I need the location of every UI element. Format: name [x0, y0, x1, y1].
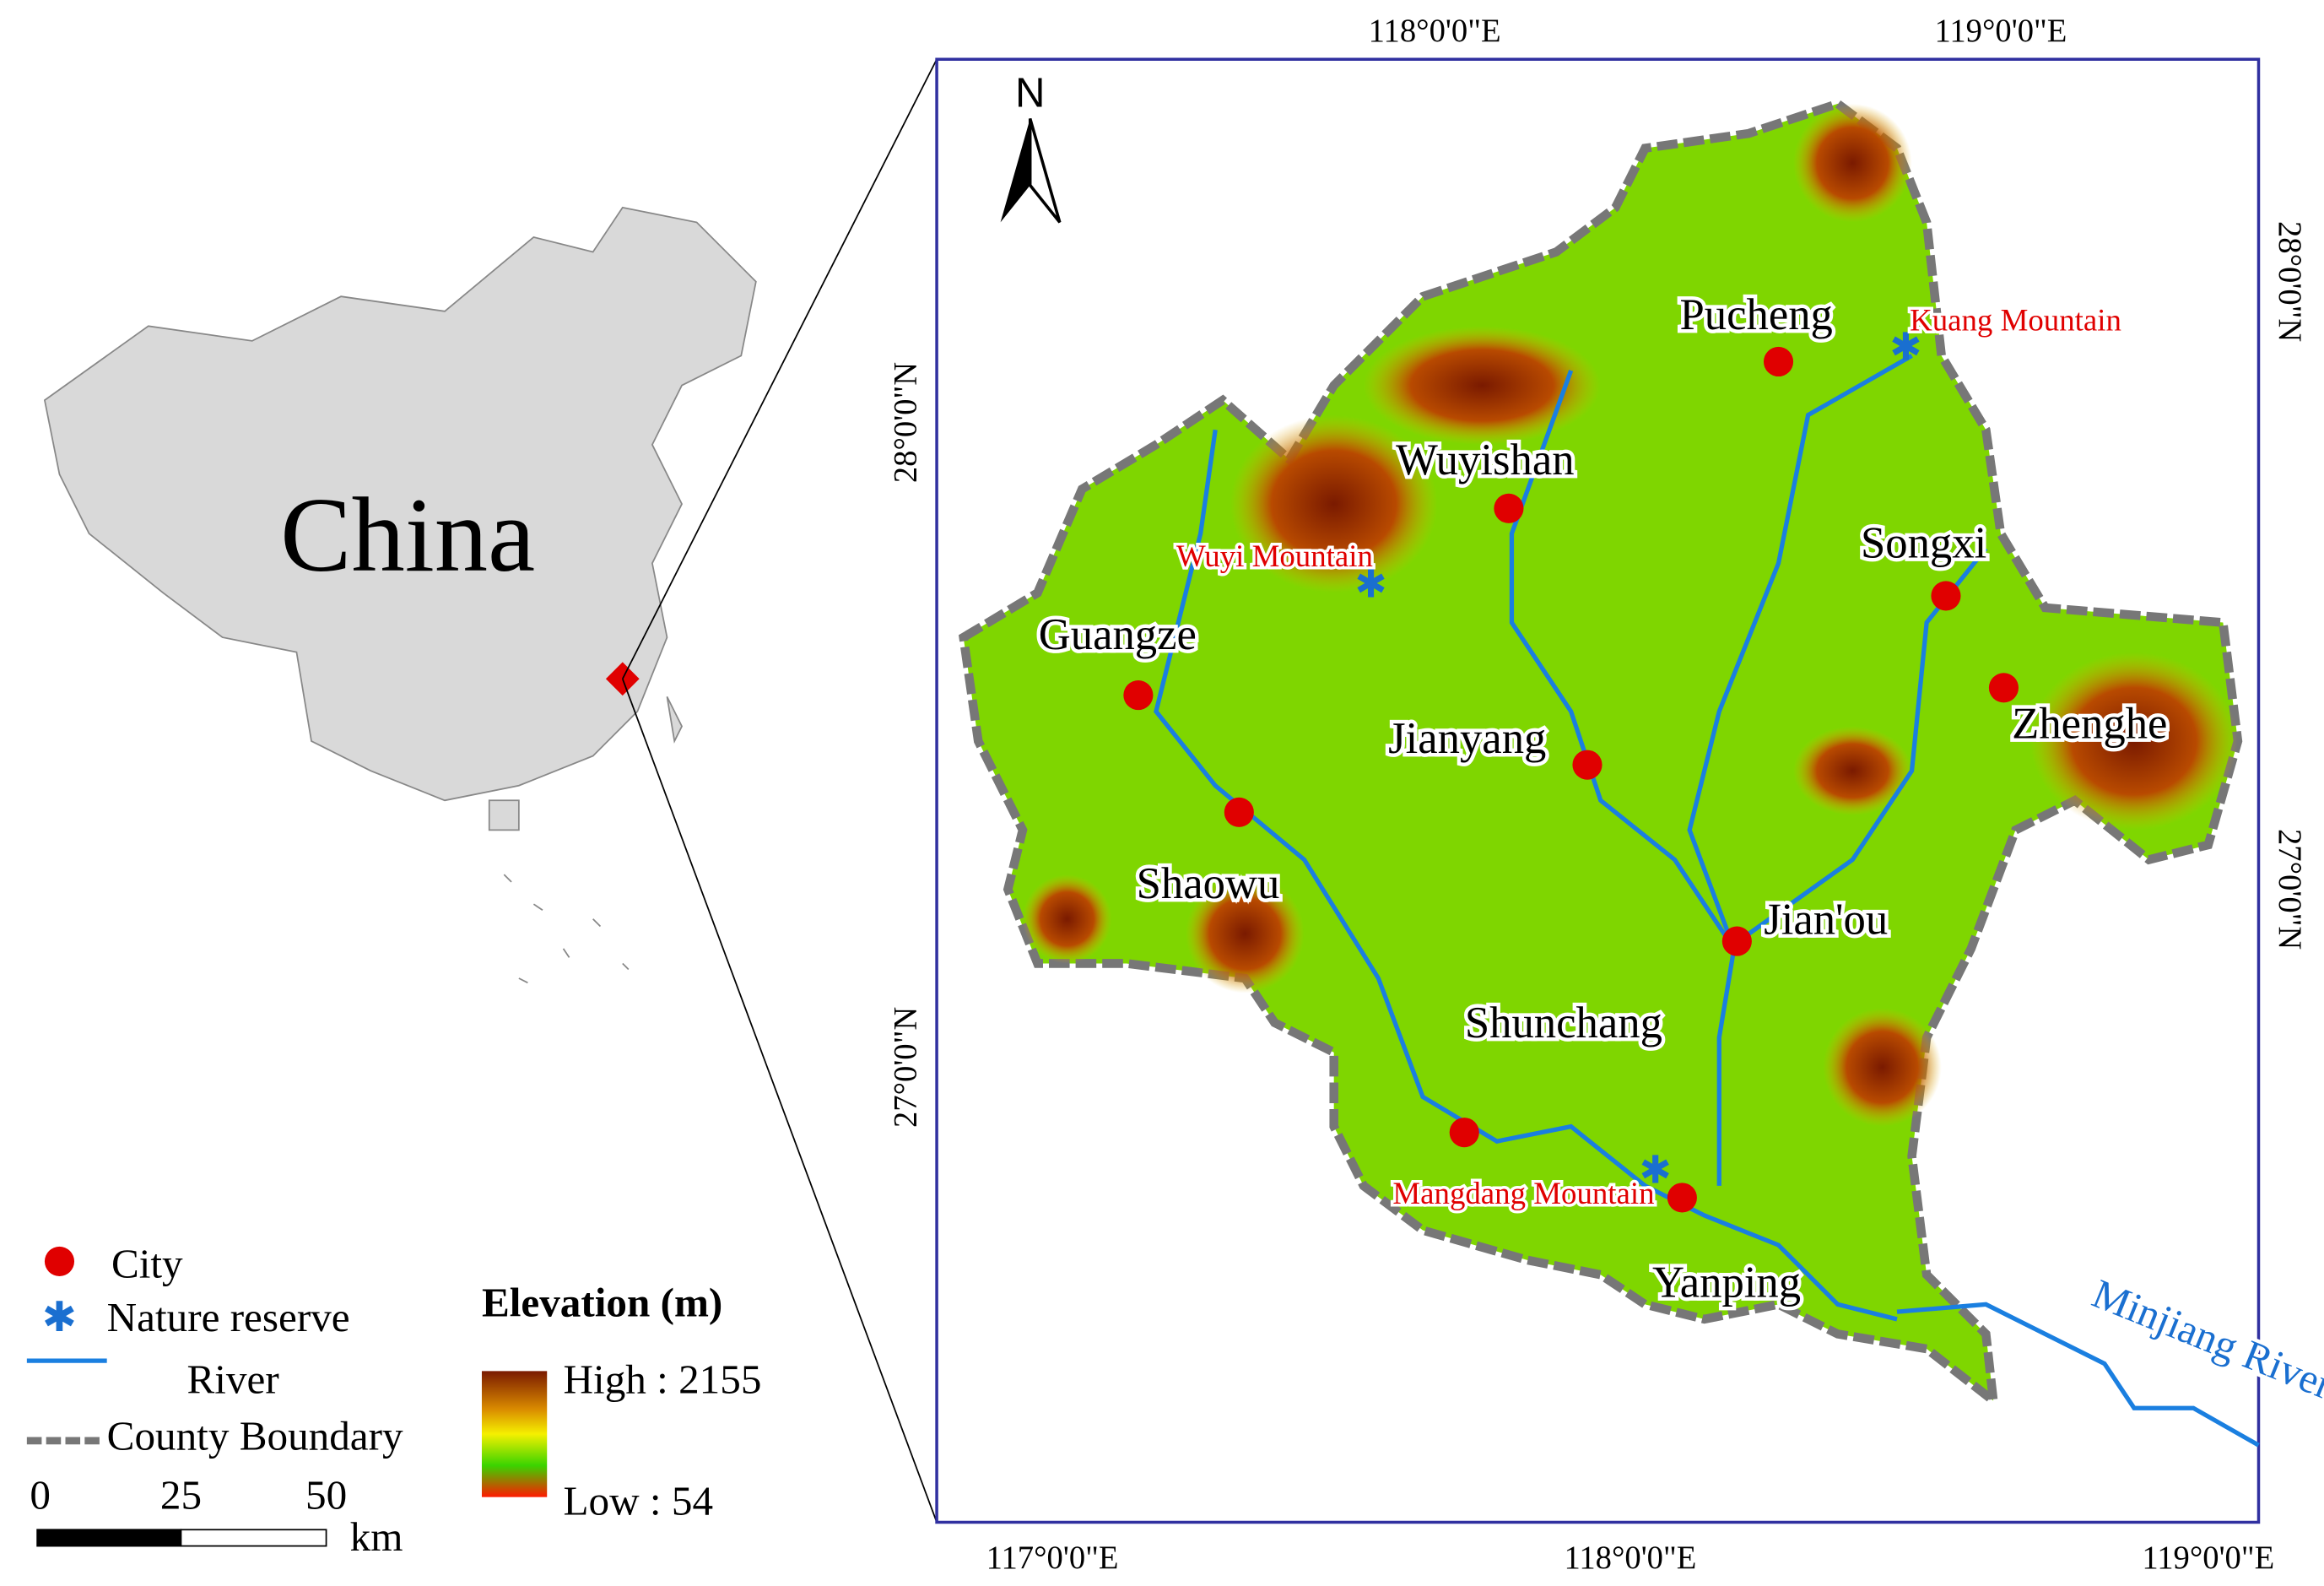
- city-dot: [1721, 926, 1752, 956]
- city-label: Yanping: [1652, 1259, 1801, 1307]
- city-label: Jian'ou: [1764, 895, 1888, 944]
- elevation-low: Low : 54: [564, 1478, 714, 1524]
- legend-item: County Boundary: [107, 1412, 403, 1459]
- city-dot: [1494, 493, 1524, 523]
- river-line: [1687, 354, 1913, 950]
- study-area-marker: [605, 662, 640, 696]
- mountain: [1363, 326, 1601, 445]
- city-dot: [1224, 797, 1254, 827]
- legend-item: Nature reserve: [107, 1294, 350, 1340]
- study-region: [958, 99, 2243, 1411]
- city-dot: [1123, 680, 1154, 711]
- lon-label: 119°0'0"E: [1934, 14, 2067, 49]
- hainan: [488, 799, 520, 831]
- city-label: Wuyishan: [1396, 436, 1574, 484]
- city-dot: [1449, 1118, 1479, 1148]
- river-line: [1509, 370, 1737, 1186]
- city-dot: [1988, 673, 2019, 703]
- lon-label: 119°0'0"E: [2142, 1540, 2274, 1576]
- lat-label: 27°0'0"N: [888, 1007, 923, 1128]
- mountain: [1186, 874, 1305, 993]
- legend: City ✱ Nature reserve River County Bound…: [26, 1241, 762, 1524]
- reserve-symbol: ✱: [1889, 326, 1921, 369]
- mountain: [1793, 103, 1912, 223]
- elevation-ramp: [481, 1371, 548, 1497]
- reserve-label: Mangdang Mountain: [1392, 1176, 1654, 1210]
- scale-tick-label: 0: [30, 1472, 51, 1518]
- city-dot: [1667, 1183, 1697, 1213]
- taiwan: [666, 696, 684, 744]
- city-label: Shunchang: [1465, 999, 1662, 1047]
- lat-label: 28°0'0"N: [2272, 221, 2307, 342]
- city-label: Songxi: [1861, 518, 1986, 567]
- city-label: Pucheng: [1679, 290, 1832, 339]
- zoom-line: [621, 678, 938, 1523]
- city-label: Jianyang: [1388, 714, 1546, 763]
- scale-tick-label: 50: [305, 1472, 347, 1518]
- mountain: [1230, 414, 1438, 593]
- china-shape: [43, 206, 757, 802]
- arrow-half: [1000, 118, 1030, 223]
- north-arrow: N: [1000, 69, 1062, 224]
- city-label: Shaowu: [1137, 859, 1280, 908]
- scale-segment: [36, 1529, 182, 1547]
- city-label: Guangze: [1039, 610, 1197, 659]
- legend-city-symbol: [44, 1246, 75, 1276]
- river-line: [1154, 429, 1898, 1322]
- cities: Pucheng Wuyishan Songxi Guangze Zhenghe …: [1035, 286, 2170, 1310]
- lat-label: 27°0'0"N: [2272, 829, 2307, 950]
- mountain: [1793, 726, 1912, 815]
- minjiang-river: [1896, 1302, 2260, 1448]
- mountain: [1022, 874, 1112, 964]
- china-inset: China: [43, 206, 757, 984]
- arrow-half: [1028, 118, 1062, 224]
- city-dot: [1931, 581, 1961, 611]
- graticule-labels: 118°0'0"E 119°0'0"E 117°0'0"E 118°0'0"E …: [888, 14, 2307, 1576]
- china-label: China: [280, 476, 535, 594]
- zoom-line: [622, 58, 938, 679]
- north-label: N: [1015, 69, 1045, 116]
- elevation-high: High : 2155: [564, 1356, 762, 1403]
- city-dot: [1763, 346, 1794, 377]
- mountain: [2030, 652, 2238, 831]
- reserve-symbol: ✱: [1354, 563, 1386, 606]
- reserve-label: Kuang Mountain: [1910, 303, 2121, 338]
- reserve-label: Wuyi Mountain: [1176, 539, 1373, 573]
- scale-segment: [180, 1529, 327, 1547]
- scale-tick-label: 25: [160, 1472, 202, 1518]
- scale-unit: km: [350, 1513, 403, 1560]
- scale-bar: 0 25 50 km: [30, 1472, 403, 1560]
- reserve-symbol: ✱: [1640, 1148, 1672, 1191]
- islands: [503, 874, 630, 984]
- legend-item: City: [111, 1241, 183, 1287]
- city-label: Zhenghe: [2012, 700, 2167, 749]
- elevation-title: Elevation (m): [482, 1279, 722, 1325]
- mountain: [1823, 1008, 1942, 1127]
- legend-item: River: [187, 1356, 279, 1403]
- lat-label: 28°0'0"N: [888, 362, 923, 483]
- city-dot: [1572, 750, 1602, 780]
- lon-label: 118°0'0"E: [1564, 1540, 1696, 1576]
- legend-reserve-symbol: ✱: [42, 1294, 77, 1340]
- lon-label: 118°0'0"E: [1369, 14, 1501, 49]
- lon-label: 117°0'0"E: [986, 1540, 1119, 1576]
- reserves: ✱ Kuang Mountain ✱ Wuyi Mountain ✱ Mangd…: [1173, 300, 2124, 1213]
